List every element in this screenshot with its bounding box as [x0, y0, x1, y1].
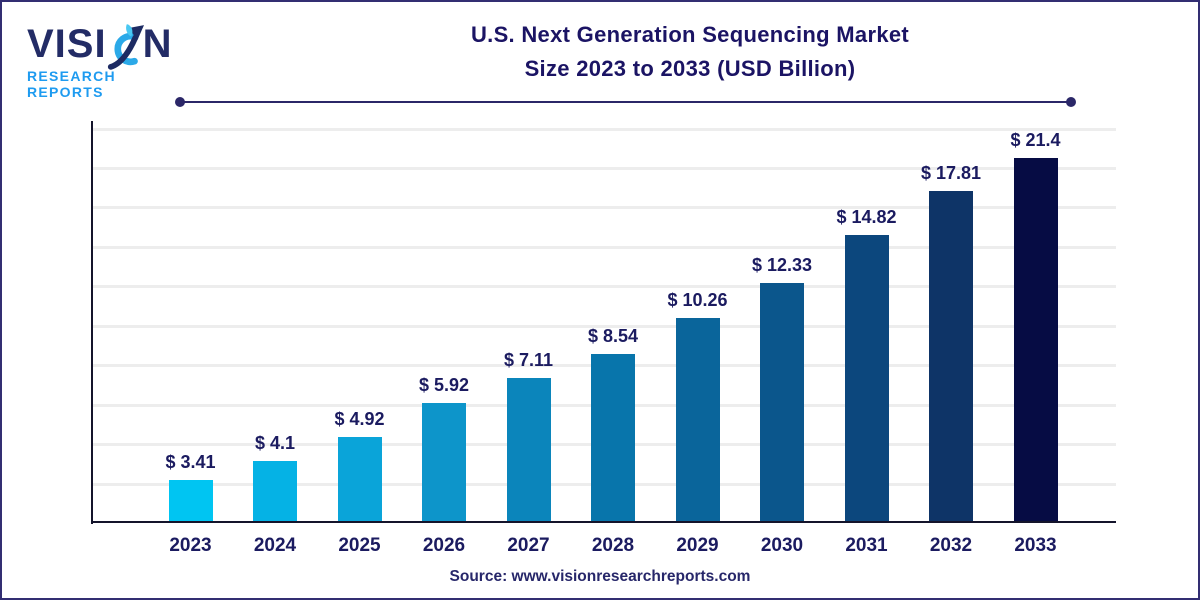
title-divider-line	[180, 101, 1071, 103]
gridline	[93, 245, 1116, 249]
bar-2033	[1013, 158, 1058, 522]
bar-value-label-2025: $ 4.92	[334, 409, 385, 429]
x-tick-label-2025: 2025	[338, 535, 381, 556]
bar-value-label-2024: $ 4.1	[254, 433, 296, 453]
gridline	[93, 285, 1116, 289]
x-tick-label-2026: 2026	[422, 535, 466, 556]
vision-logo-swoosh-icon	[107, 24, 144, 70]
bar-2024	[253, 461, 297, 522]
x-tick-label-2030: 2030	[760, 535, 804, 556]
x-tick-label-2032: 2032	[929, 535, 973, 556]
bar-2028	[591, 354, 635, 522]
y-axis-line	[91, 121, 93, 524]
chart-title-line2: Size 2023 to 2033 (USD Billion)	[524, 56, 856, 81]
bar-value-label-2027: $ 7.11	[503, 350, 554, 370]
bar-2032	[929, 191, 973, 522]
x-tick-label-2024: 2024	[253, 535, 297, 556]
bar-value-label-2032: $ 17.81	[920, 163, 982, 183]
x-tick-label-2029: 2029	[676, 535, 719, 556]
bar-value-label-2029: $ 10.26	[667, 290, 728, 310]
divider-left-dot	[175, 97, 185, 107]
chart-title-line1: U.S. Next Generation Sequencing Market	[470, 22, 910, 47]
gridline	[93, 166, 1116, 170]
gridline	[93, 324, 1116, 328]
x-tick-label-2023: 2023	[169, 535, 212, 556]
bar-2030	[760, 283, 804, 522]
x-tick-label-2031: 2031	[845, 535, 888, 556]
bar-value-label-2023: $ 3.41	[165, 452, 216, 472]
chart-title: U.S. Next Generation Sequencing Market S…	[182, 18, 1198, 86]
brand-logo: VISI N RESEARCH REPORTS	[27, 18, 197, 100]
gridline	[93, 127, 1116, 131]
bar-2029	[675, 318, 720, 522]
bar-2026	[422, 403, 466, 522]
bar-2031	[844, 235, 889, 522]
x-tick-label-2027: 2027	[507, 535, 550, 556]
bar-value-label-2026: $ 5.92	[418, 375, 470, 395]
bar-value-label-2033: $ 21.4	[1010, 130, 1061, 150]
bar-2025	[337, 437, 382, 522]
brand-logo-text-prefix: VISI	[27, 22, 107, 66]
bar-value-label-2031: $ 14.82	[836, 207, 897, 227]
brand-logo-wordmark: VISI N	[27, 18, 197, 70]
brand-logo-text-suffix: N	[142, 22, 173, 66]
x-tick-label-2028: 2028	[591, 535, 635, 556]
brand-logo-subtitle: RESEARCH REPORTS	[27, 68, 116, 100]
gridline	[93, 206, 1116, 210]
divider-right-dot	[1066, 97, 1076, 107]
x-axis-line	[91, 521, 1116, 523]
bar-2027	[506, 378, 551, 522]
x-tick-label-2033: 2033	[1014, 535, 1057, 556]
source-attribution: Source: www.visionresearchreports.com	[449, 568, 751, 585]
bar-value-label-2028: $ 8.54	[587, 326, 639, 346]
bar-value-label-2030: $ 12.33	[751, 255, 813, 275]
bar-2023	[168, 480, 213, 522]
